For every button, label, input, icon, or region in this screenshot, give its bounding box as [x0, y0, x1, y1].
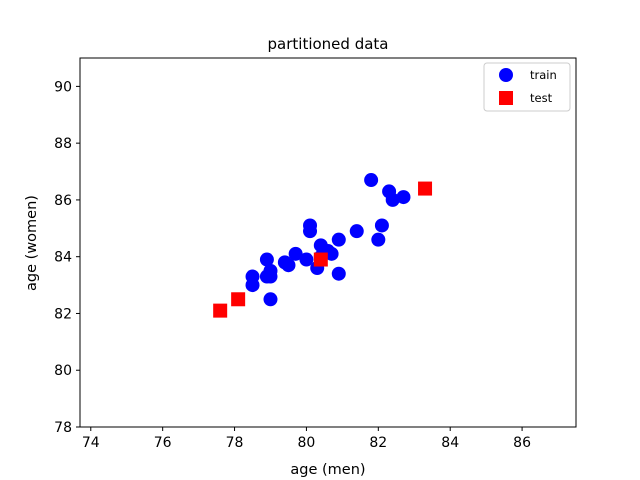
- train-point: [299, 252, 314, 267]
- train-point: [385, 192, 400, 207]
- y-axis-label: age (women): [24, 195, 40, 291]
- x-tick-label: 80: [298, 435, 316, 451]
- train-point: [331, 232, 346, 247]
- test-point: [418, 181, 433, 196]
- y-tick-label: 82: [54, 306, 72, 322]
- train-point: [259, 252, 274, 267]
- legend: train test: [483, 62, 571, 112]
- train-point: [364, 173, 379, 188]
- x-tick-label: 82: [369, 435, 387, 451]
- train-point: [396, 190, 411, 205]
- train-point: [349, 224, 364, 239]
- legend-marker-train: [499, 68, 513, 82]
- x-axis: 74 76 78 80 82 84 86: [82, 427, 531, 451]
- test-point: [213, 303, 228, 318]
- legend-label-train: train: [530, 68, 557, 82]
- train-point: [331, 266, 346, 281]
- plot-frame: [79, 57, 577, 428]
- x-tick-label: 84: [441, 435, 459, 451]
- y-tick-label: 78: [54, 420, 72, 436]
- y-tick-label: 88: [54, 136, 72, 152]
- plot-marks: [213, 173, 433, 318]
- test-point: [313, 252, 328, 267]
- y-tick-label: 80: [54, 363, 72, 379]
- train-point: [245, 278, 260, 293]
- train-point: [303, 224, 318, 239]
- test-point: [231, 292, 246, 307]
- x-tick-label: 74: [82, 435, 100, 451]
- y-tick-label: 86: [54, 193, 72, 209]
- train-point: [324, 246, 339, 261]
- train-point: [281, 258, 296, 273]
- train-point: [263, 269, 278, 284]
- legend-label-test: test: [530, 91, 553, 105]
- x-tick-label: 78: [226, 435, 244, 451]
- train-point: [371, 232, 386, 247]
- train-point: [288, 246, 303, 261]
- x-axis-label: age (men): [290, 462, 365, 478]
- train-point: [263, 292, 278, 307]
- legend-marker-test: [499, 91, 513, 105]
- y-tick-label: 84: [54, 250, 72, 266]
- chart-title: partitioned data: [268, 35, 389, 53]
- x-tick-label: 86: [513, 435, 531, 451]
- y-tick-label: 90: [54, 79, 72, 95]
- y-axis: 78 80 82 84 86 88 90: [54, 79, 80, 436]
- x-tick-label: 76: [154, 435, 172, 451]
- legend-box: [483, 62, 571, 112]
- train-point: [374, 218, 389, 233]
